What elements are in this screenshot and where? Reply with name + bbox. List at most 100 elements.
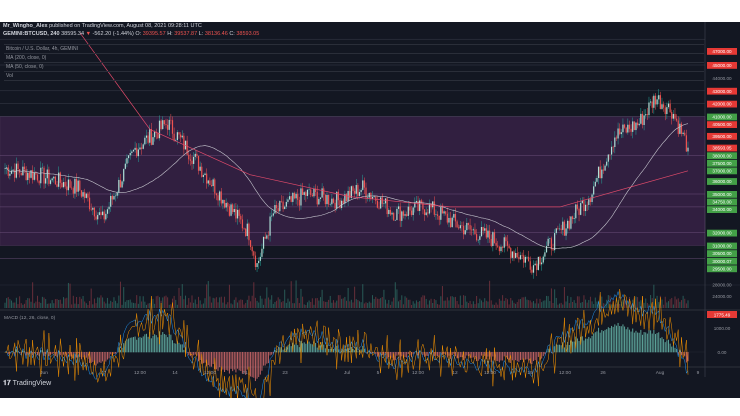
candle — [149, 124, 151, 147]
macd-histogram-bar — [684, 352, 686, 357]
legend-ma200[interactable]: MA (200, close, 0) — [4, 54, 704, 63]
candle-body — [625, 127, 627, 133]
macd-histogram-bar — [399, 352, 401, 360]
candle-body — [545, 246, 548, 253]
macd-histogram-bar — [108, 352, 110, 359]
candle — [308, 183, 310, 195]
volume-bar — [93, 298, 95, 308]
macd-histogram-bar — [573, 341, 575, 353]
price-axis-label: 35000.00 — [712, 192, 732, 197]
candle — [288, 191, 291, 201]
macd-histogram-bar — [303, 342, 305, 353]
candle-body — [604, 165, 606, 171]
candle — [56, 180, 58, 188]
macd-histogram-bar — [643, 332, 645, 353]
macd-histogram-bar — [682, 352, 684, 356]
macd-histogram-bar — [170, 334, 172, 353]
candle-body — [84, 192, 86, 198]
candle-body — [236, 209, 239, 219]
volume-bar — [238, 300, 240, 308]
candle — [495, 238, 497, 250]
macd-axis-label: 0.00 — [718, 350, 727, 355]
macd-histogram-bar — [518, 352, 520, 362]
volume-bar — [199, 300, 201, 308]
tradingview-logo[interactable]: 𝟏𝟕 TradingView — [3, 380, 51, 388]
volume-bar — [126, 300, 128, 308]
volume-bar — [607, 295, 609, 308]
macd-histogram-bar — [263, 352, 265, 366]
candle-body — [425, 212, 427, 216]
macd-histogram-bar — [354, 350, 356, 353]
candle — [661, 97, 663, 110]
macd-value-bg — [707, 311, 737, 318]
volume-bar — [69, 283, 71, 308]
candle-body — [584, 204, 587, 212]
candle — [467, 222, 470, 230]
candle-body — [28, 172, 30, 178]
candle-body — [558, 228, 561, 230]
volume-bar — [326, 301, 328, 308]
publisher[interactable]: Mr_Wingho_Alex — [3, 23, 48, 29]
volume-bar — [433, 299, 435, 308]
candle-body — [365, 187, 367, 198]
candle-body — [640, 113, 642, 124]
volume-bar — [633, 297, 635, 308]
candle-body — [440, 207, 442, 220]
candle — [145, 129, 148, 144]
volume-bar — [211, 302, 213, 308]
candle — [614, 131, 616, 154]
candle-body — [464, 230, 466, 235]
time-axis-label: 9 — [697, 370, 700, 376]
volume-bar — [480, 300, 482, 308]
volume-bar — [467, 303, 469, 308]
candle-body — [506, 241, 509, 246]
candle-body — [607, 154, 609, 162]
candle — [492, 230, 494, 252]
candle — [178, 131, 180, 139]
volume-bar — [232, 304, 234, 308]
candle — [565, 223, 567, 241]
volume-bar — [188, 298, 190, 308]
candle — [594, 178, 596, 187]
macd-histogram-bar — [89, 352, 91, 363]
volume-bar — [334, 302, 336, 308]
volume-bar — [110, 300, 112, 308]
candle — [196, 150, 198, 159]
volume-bar — [365, 302, 367, 308]
candle-body — [197, 155, 200, 171]
candle-body — [664, 107, 666, 115]
candle — [251, 245, 253, 256]
volume-bar — [45, 299, 47, 308]
macd-histogram-bar — [607, 327, 609, 353]
macd-histogram-bar — [341, 350, 343, 353]
candle-body — [485, 228, 487, 238]
candle — [318, 196, 320, 206]
candle-body — [313, 188, 315, 197]
candle-body — [371, 197, 374, 199]
candle — [438, 215, 440, 226]
legend-volume[interactable]: Vol — [4, 72, 704, 81]
volume-bar — [71, 304, 73, 308]
chart-canvas[interactable]: 47000.0045000.0044000.0043000.0042000.00… — [0, 22, 740, 398]
macd-histogram-bar — [126, 339, 128, 353]
macd-histogram-bar — [51, 352, 53, 354]
macd-histogram-bar — [480, 352, 482, 356]
candle — [355, 178, 357, 198]
macd-histogram-bar — [97, 352, 99, 364]
candle-body — [474, 229, 476, 235]
volume-bar — [430, 298, 432, 308]
legend-symbol[interactable]: Bitcoin / U.S. Dollar, 4h, GEMINI — [4, 45, 704, 54]
candle — [475, 229, 478, 242]
macd-line — [4, 290, 689, 398]
volume-bar — [667, 301, 669, 308]
legend-ma50[interactable]: MA (50, close, 0) — [4, 63, 704, 72]
candle-body — [614, 137, 616, 148]
macd-histogram-bar — [456, 352, 458, 359]
candle-body — [33, 172, 35, 180]
volume-bar — [79, 296, 81, 308]
price-axis-label: 36000.00 — [712, 179, 732, 184]
candle — [687, 141, 689, 156]
candle-body — [648, 102, 650, 116]
volume-bar — [201, 304, 203, 308]
candle-body — [141, 147, 143, 149]
